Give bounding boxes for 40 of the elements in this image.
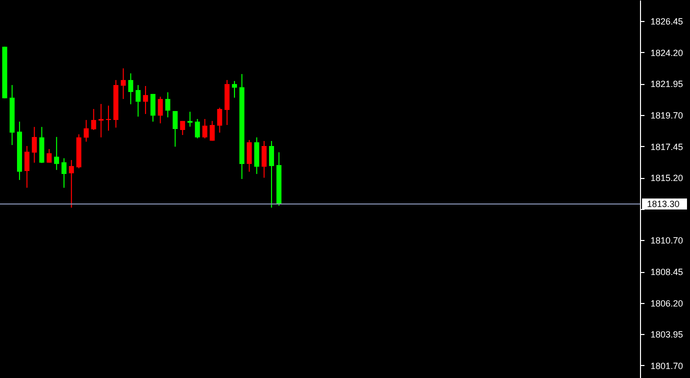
y-tick-label: 1801.70 <box>650 360 684 371</box>
candlestick <box>202 118 208 139</box>
candlestick <box>217 107 222 134</box>
candlestick <box>91 108 96 130</box>
y-tick-label: 1803.95 <box>650 330 684 340</box>
y-tick-label: 1808.45 <box>650 267 684 278</box>
ref-line-label: 1813.30 <box>647 199 680 210</box>
candlestick <box>262 140 267 178</box>
y-tick-label: 1821.95 <box>650 79 684 90</box>
candlestick <box>232 80 237 98</box>
candlestick <box>128 72 134 105</box>
candlestick <box>136 84 141 118</box>
candlestick <box>180 120 186 136</box>
y-tick-label: 1819.70 <box>650 110 684 120</box>
y-tick-label: 1826.45 <box>650 16 684 27</box>
candlestick <box>210 120 215 142</box>
candlestick <box>54 136 60 170</box>
y-tick-label: 1817.45 <box>650 142 684 152</box>
candlestick <box>68 160 74 208</box>
candlestick <box>143 86 148 114</box>
candlestick <box>158 96 163 124</box>
candlestick <box>172 110 178 148</box>
y-tick-label: 1815.20 <box>650 173 684 184</box>
candlestick <box>269 140 274 208</box>
candlestick <box>188 111 192 128</box>
y-tick-label: 1806.20 <box>650 298 684 308</box>
candlestick <box>24 145 30 188</box>
candlestick <box>62 158 66 188</box>
y-tick-label: 1810.70 <box>650 236 684 246</box>
candlestick <box>120 68 126 100</box>
candlestick <box>46 148 52 164</box>
y-tick-label: 1824.20 <box>650 48 684 58</box>
candlestick <box>84 119 89 142</box>
candlestick <box>32 126 37 164</box>
candlestick <box>150 93 156 122</box>
candlestick <box>106 105 111 132</box>
candlestick <box>98 103 104 138</box>
candlestick <box>194 118 200 139</box>
candlestick <box>246 140 252 172</box>
candlestick <box>165 92 170 118</box>
